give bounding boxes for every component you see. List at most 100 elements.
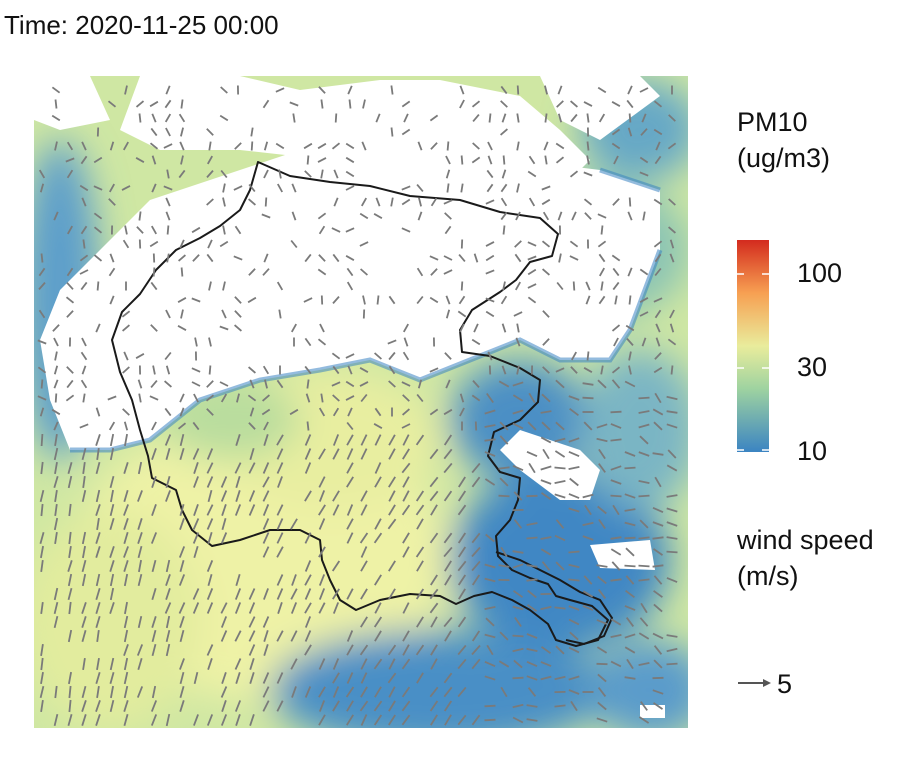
wind-arrow xyxy=(652,632,664,640)
wind-arrow xyxy=(628,365,632,375)
wind-arrow xyxy=(485,269,495,275)
wind-arrow xyxy=(415,644,425,656)
wind-arrow xyxy=(446,141,450,151)
wind-arrow xyxy=(596,423,608,429)
wind-arrow xyxy=(221,700,227,712)
wind-arrow xyxy=(612,198,620,206)
wind-arrow xyxy=(600,225,604,235)
wind-arrow xyxy=(374,476,382,488)
wind-arrow xyxy=(345,686,355,698)
wind-arrow xyxy=(638,480,650,484)
wind-arrow xyxy=(207,239,213,249)
wind-arrow xyxy=(248,588,256,600)
wind-arrow xyxy=(289,408,299,416)
wind-arrow xyxy=(484,424,496,428)
wind-arrow xyxy=(108,421,116,431)
wind-arrow xyxy=(653,240,663,248)
wind-arrow xyxy=(109,587,115,601)
wind-arrow xyxy=(373,700,383,712)
wind-arrow xyxy=(526,675,538,681)
wind-arrow xyxy=(500,100,508,108)
wind-arrow xyxy=(248,630,256,642)
wind-arrow xyxy=(638,451,650,457)
wind-arrow xyxy=(628,197,632,207)
wind-arrow xyxy=(52,324,60,332)
wind-arrow xyxy=(429,700,439,712)
wind-arrow xyxy=(38,282,46,290)
wind-arrow xyxy=(124,225,128,235)
wind-arrow xyxy=(653,198,663,206)
wind-arrow xyxy=(666,464,678,472)
wind-arrow xyxy=(37,339,47,345)
wind-arrow xyxy=(206,408,214,416)
wind-arrow xyxy=(179,518,185,530)
wind-arrow xyxy=(250,141,254,151)
wind-arrow xyxy=(81,365,87,375)
wind-arrow xyxy=(556,100,564,108)
wind-arrow xyxy=(40,699,44,713)
wind-arrow xyxy=(542,338,550,346)
wind-arrow xyxy=(206,504,214,516)
wind-arrow xyxy=(597,379,607,389)
wind-arrow xyxy=(652,564,664,568)
wind-arrow xyxy=(638,423,650,429)
wind-arrow xyxy=(304,337,312,347)
wind-arrow xyxy=(40,643,44,657)
wind-arrow xyxy=(220,714,228,726)
wind-arrow xyxy=(53,211,59,221)
wind-arrow xyxy=(653,128,663,136)
wind-arrow xyxy=(263,588,269,600)
wind-arrow xyxy=(417,211,423,221)
wind-arrow xyxy=(554,534,566,542)
wind-arrow xyxy=(123,518,129,530)
wind-arrow xyxy=(79,184,89,192)
wind-arrow xyxy=(345,380,355,388)
wind-arrow xyxy=(666,647,678,653)
wind-arrow xyxy=(359,381,369,387)
wind-arrow xyxy=(164,113,172,123)
wind-arrow xyxy=(443,616,453,628)
wind-arrow xyxy=(639,297,649,303)
wind-arrow xyxy=(234,630,242,642)
wind-arrow xyxy=(640,701,648,711)
wind-arrow xyxy=(66,310,74,318)
wind-arrow xyxy=(95,504,101,516)
wind-arrow xyxy=(138,211,142,221)
wind-arrow xyxy=(668,226,676,234)
wind-arrow xyxy=(206,128,214,136)
wind-arrow xyxy=(472,114,480,122)
wind-arrow xyxy=(40,461,44,475)
wind-arrow xyxy=(555,156,565,164)
wind-arrow xyxy=(234,700,242,712)
wind-arrow xyxy=(346,504,354,516)
wind-arrow xyxy=(152,365,156,375)
wind-arrow xyxy=(68,503,72,517)
wind-arrow xyxy=(109,560,115,572)
wind-arrow xyxy=(500,183,508,193)
wind-arrow xyxy=(53,517,59,531)
wind-arrow xyxy=(137,616,143,628)
wind-arrow xyxy=(109,657,115,671)
wind-arrow xyxy=(460,155,464,165)
wind-arrow xyxy=(318,686,326,698)
wind-arrow xyxy=(152,267,156,277)
wind-arrow xyxy=(109,573,115,587)
wind-arrow xyxy=(263,644,269,656)
wind-arrow xyxy=(652,408,664,416)
wind-arrow xyxy=(502,225,506,235)
wind-arrow xyxy=(136,644,144,656)
wind-arrow xyxy=(345,185,355,191)
wind-arrow xyxy=(93,254,103,262)
wind-arrow xyxy=(527,241,537,247)
wind-arrow xyxy=(526,633,538,639)
wind-arrow xyxy=(332,407,340,417)
wind-arrow xyxy=(360,393,368,403)
wind-arrow xyxy=(235,672,241,684)
wind-arrow xyxy=(164,380,172,388)
wind-arrow xyxy=(123,615,129,629)
wind-arrow xyxy=(276,574,284,586)
wind-arrow xyxy=(262,99,270,109)
wind-arrow xyxy=(654,352,662,360)
wind-arrow xyxy=(359,644,369,656)
wind-arrow xyxy=(498,380,510,388)
